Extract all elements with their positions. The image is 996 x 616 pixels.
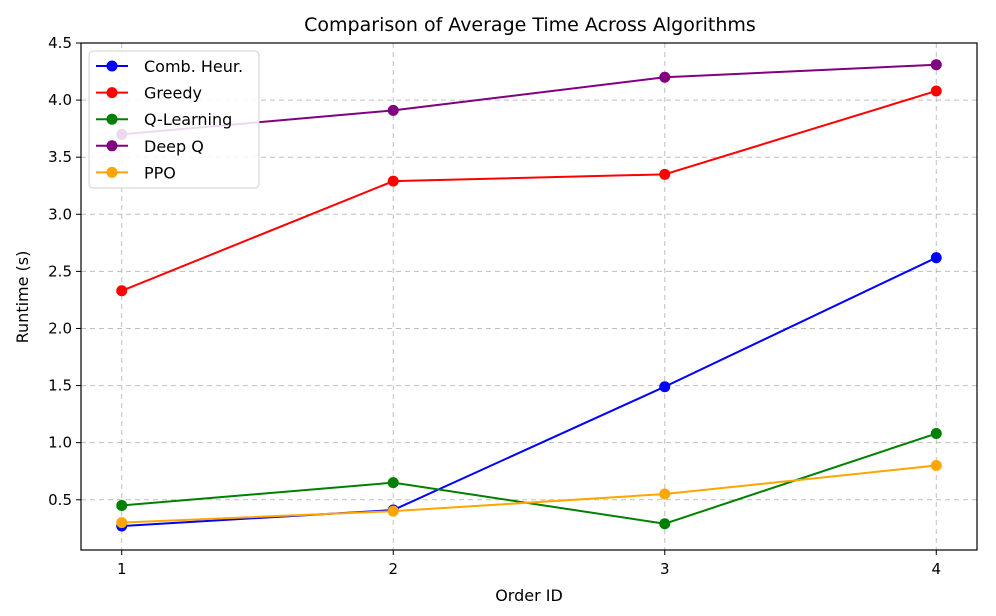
data-point-comb-heur — [930, 252, 942, 264]
series-line-ppo — [121, 464, 937, 524]
y-tick-label: 1.5 — [48, 377, 72, 395]
legend-box — [88, 50, 260, 189]
data-point-comb-heur — [659, 381, 671, 393]
legend-swatch-marker — [106, 166, 118, 178]
legend-label: PPO — [144, 163, 176, 182]
y-tick-label: 4.5 — [48, 34, 72, 52]
y-axis-label: Runtime (s) — [13, 251, 32, 344]
legend-label: Comb. Heur. — [144, 57, 243, 76]
data-point-deep-q — [659, 71, 671, 83]
data-point-ppo — [659, 488, 671, 500]
y-tick-label: 2.0 — [48, 319, 72, 337]
y-tick-label: 2.5 — [48, 262, 72, 280]
data-point-greedy — [659, 168, 671, 180]
legend-label: Q-Learning — [144, 110, 232, 129]
legend-swatch-marker — [106, 113, 118, 125]
legend-swatch-marker — [106, 87, 118, 99]
legend-label: Deep Q — [144, 137, 204, 156]
plot-series — [116, 59, 942, 532]
chart-title: Comparison of Average Time Across Algori… — [304, 14, 756, 36]
legend: Comb. Heur. Greedy Q-Learning Deep Q PPO — [88, 50, 260, 189]
data-point-deep-q — [930, 59, 942, 71]
plot-area-frame — [80, 42, 978, 551]
axis-ticks: 1 2 3 4 0.5 1.0 1.5 2.0 2.5 3.0 3.5 4.0 4.5 — [48, 34, 941, 578]
series-greedy — [116, 85, 942, 297]
x-tick-label: 3 — [660, 560, 670, 578]
data-point-greedy — [116, 285, 128, 297]
data-point-greedy — [387, 175, 399, 187]
legend-swatch-marker — [106, 140, 118, 152]
data-point-q-learning — [659, 518, 671, 530]
series-comb-heur — [116, 252, 942, 532]
data-point-greedy — [930, 85, 942, 97]
data-point-ppo — [116, 517, 128, 529]
x-axis-label: Order ID — [495, 586, 563, 605]
series-line-comb-heur — [121, 256, 937, 528]
data-point-q-learning — [930, 428, 942, 440]
x-tick-label: 4 — [931, 560, 941, 578]
y-tick-label: 4.0 — [48, 91, 72, 109]
y-tick-label: 3.5 — [48, 148, 72, 166]
y-tick-label: 0.5 — [48, 491, 72, 509]
y-tick-label: 3.0 — [48, 205, 72, 223]
series-line-greedy — [121, 90, 937, 292]
legend-label: Greedy — [144, 84, 202, 103]
series-ppo — [116, 460, 942, 529]
data-point-q-learning — [387, 477, 399, 489]
data-point-deep-q — [387, 104, 399, 116]
x-tick-label: 2 — [388, 560, 398, 578]
legend-swatch-marker — [106, 60, 118, 72]
data-point-q-learning — [116, 499, 128, 511]
data-point-ppo — [930, 460, 942, 471]
y-tick-label: 1.0 — [48, 434, 72, 452]
x-tick-label: 1 — [117, 560, 127, 578]
data-point-ppo — [387, 505, 399, 517]
